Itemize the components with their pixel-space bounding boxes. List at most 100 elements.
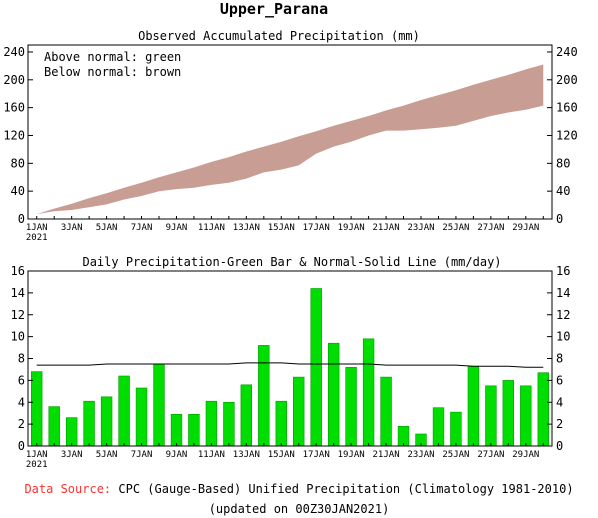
bottom-ytick-label-left: 12 <box>11 308 25 322</box>
bottom-ytick-label-right: 14 <box>556 286 570 300</box>
bottom-ytick-label-left: 2 <box>18 417 25 431</box>
top-year-label: 2021 <box>26 233 48 243</box>
daily-precip-bar <box>485 385 497 447</box>
bottom-ytick-label-right: 6 <box>556 373 563 387</box>
top-xtick-label: 17JAN <box>303 223 330 233</box>
bottom-ytick-label-left: 16 <box>11 264 25 278</box>
top-ytick-label-right: 0 <box>556 212 563 226</box>
top-xtick-label: 3JAN <box>61 223 83 233</box>
daily-precip-bar <box>258 345 270 447</box>
top-xtick-label: 27JAN <box>477 223 504 233</box>
top-ytick-label-left: 0 <box>18 212 25 226</box>
bottom-ytick-label-left: 14 <box>11 286 25 300</box>
bottom-ytick-label-right: 12 <box>556 308 570 322</box>
bottom-xtick-label: 27JAN <box>477 450 504 460</box>
legend-below-normal: Below normal: brown <box>44 65 181 79</box>
bottom-xtick-label: 7JAN <box>131 450 153 460</box>
top-xtick-label: 11JAN <box>198 223 225 233</box>
top-xtick-label: 29JAN <box>512 223 539 233</box>
bottom-xtick-label: 15JAN <box>268 450 295 460</box>
daily-precip-bar <box>450 411 462 447</box>
bottom-xtick-label: 25JAN <box>442 450 469 460</box>
top-ytick-label-right: 120 <box>556 128 578 142</box>
bottom-xtick-label: 9JAN <box>166 450 188 460</box>
daily-precip-bar <box>118 375 130 447</box>
bottom-ytick-label-right: 2 <box>556 417 563 431</box>
data-source-label: Data Source: <box>24 482 112 496</box>
daily-precip-bar <box>345 366 357 447</box>
bottom-ytick-label-right: 8 <box>556 352 563 366</box>
top-ytick-label-left: 120 <box>3 128 25 142</box>
top-xtick-label: 1JAN <box>26 223 48 233</box>
daily-precip-bar <box>83 400 95 447</box>
daily-precip-bar <box>48 406 60 447</box>
top-ytick-label-right: 160 <box>556 101 578 115</box>
top-panel-title: Observed Accumulated Precipitation (mm) <box>138 29 420 43</box>
daily-precip-bar <box>310 288 322 447</box>
daily-precip-bar <box>502 380 514 447</box>
top-xtick-label: 25JAN <box>442 223 469 233</box>
bottom-xtick-label: 21JAN <box>373 450 400 460</box>
daily-precip-bar <box>467 365 480 447</box>
bottom-xtick-label: 5JAN <box>96 450 118 460</box>
below-normal-fill <box>36 64 544 215</box>
legend-above-normal: Above normal: green <box>44 50 181 64</box>
top-ytick-label-left: 40 <box>11 184 25 198</box>
bottom-ytick-label-left: 6 <box>18 373 25 387</box>
daily-precip-bar <box>292 376 305 447</box>
top-ytick-label-right: 240 <box>556 45 578 59</box>
bottom-ytick-label-right: 10 <box>556 330 570 344</box>
bottom-xtick-label: 11JAN <box>198 450 225 460</box>
bottom-ytick-label-left: 4 <box>18 395 25 409</box>
daily-precip-bar <box>188 413 200 447</box>
bottom-xtick-label: 29JAN <box>512 450 539 460</box>
top-xtick-label: 7JAN <box>131 223 153 233</box>
top-ytick-label-left: 200 <box>3 73 25 87</box>
top-xtick-label: 5JAN <box>96 223 118 233</box>
bottom-xtick-label: 17JAN <box>303 450 330 460</box>
bottom-panel-title: Daily Precipitation-Green Bar & Normal-S… <box>82 255 501 269</box>
daily-precip-bar <box>432 407 445 447</box>
bottom-year-label: 2021 <box>26 460 48 470</box>
top-ytick-label-right: 80 <box>556 156 570 170</box>
data-source-line: Data Source: CPC (Gauge-Based) Unified P… <box>0 482 598 496</box>
accumulated-precip-panel: 0 0 40 40 80 80 120 120 160 160 200 200 240 240 1JAN 3… <box>3 44 578 243</box>
daily-precip-bar <box>537 372 550 447</box>
updated-line: (updated on 00Z30JAN2021) <box>0 502 598 516</box>
top-xtick-label: 9JAN <box>166 223 188 233</box>
daily-precip-bar <box>380 376 392 447</box>
bottom-xtick-label: 1JAN <box>26 450 48 460</box>
top-ytick-label-left: 160 <box>3 101 25 115</box>
top-xtick-label: 21JAN <box>373 223 400 233</box>
bottom-ytick-label-right: 4 <box>556 395 563 409</box>
top-xtick-label: 19JAN <box>338 223 365 233</box>
chart-main-title: Upper_Parana <box>220 0 328 18</box>
bottom-ytick-label-left: 8 <box>18 352 25 366</box>
bottom-ytick-label-left: 10 <box>11 330 25 344</box>
daily-precip-bar <box>275 400 287 447</box>
daily-precip-bar <box>100 396 113 447</box>
bottom-ytick-label-right: 0 <box>556 439 563 453</box>
top-plot-frame <box>27 44 553 220</box>
top-xtick-label: 23JAN <box>407 223 434 233</box>
daily-precip-bar <box>362 338 375 447</box>
chart-canvas: Upper_Parana Observed Accumulated Precip… <box>3 0 578 470</box>
bottom-xtick-label: 13JAN <box>233 450 260 460</box>
bottom-xtick-label: 23JAN <box>407 450 434 460</box>
daily-precip-bar <box>170 413 183 447</box>
data-source-text: CPC (Gauge-Based) Unified Precipitation … <box>118 482 574 496</box>
bottom-ytick-label-right: 16 <box>556 264 570 278</box>
top-ytick-label-left: 80 <box>11 156 25 170</box>
top-xtick-label: 13JAN <box>233 223 260 233</box>
daily-precip-bar <box>223 401 235 447</box>
top-ytick-label-right: 40 <box>556 184 570 198</box>
daily-precip-bar <box>66 417 78 447</box>
daily-precip-bar <box>240 384 252 447</box>
top-ytick-label-left: 240 <box>3 45 25 59</box>
daily-precip-panel: 0 0 2 2 4 4 6 6 8 8 10 10 12 12 14 14 16 16 1JAN 3JAN 5JAN 7… <box>11 264 571 470</box>
updated-text: (updated on 00Z30JAN2021) <box>208 502 390 516</box>
daily-precip-bar <box>205 400 218 447</box>
top-xtick-label: 15JAN <box>268 223 295 233</box>
daily-precip-bar <box>153 363 165 447</box>
top-ytick-label-right: 200 <box>556 73 578 87</box>
